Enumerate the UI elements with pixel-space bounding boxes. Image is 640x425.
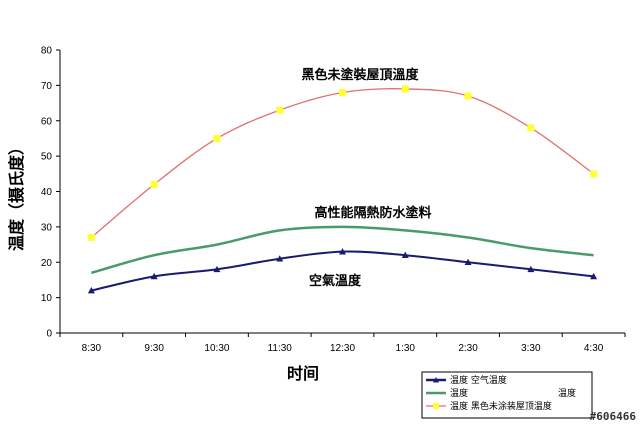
point-air [339,248,346,255]
point-roof [276,106,284,114]
point-roof [464,92,472,100]
point-roof [527,124,535,132]
point-roof [213,134,221,142]
series-line-coating [91,225,594,275]
x-tick-label: 4:30 [584,343,604,354]
point-air [87,287,95,294]
x-tick-label: 1:30 [396,343,416,354]
point-air [590,272,598,280]
point-roof [590,170,598,178]
legend-label-roof: 温度 黑色未涂装屋顶温度 [450,400,552,412]
annotation-air: 空氣溫度 [309,273,362,289]
legend-marker-roof [433,403,439,409]
x-axis-title: 时间 [287,364,319,383]
x-tick-label: 10:30 [204,343,229,354]
point-air [401,251,409,258]
y-axis-title: 温度（摄氏度） [7,139,26,252]
legend-box [421,371,593,419]
y-tick-label: 80 [41,46,53,57]
watermark: #606466 [590,410,637,423]
x-tick-label: 8:30 [82,343,102,354]
x-ticks: 8:30 9:30 10:30 11:30 12:30 1:30 2:30 3:30 4:30 [59,333,626,354]
x-tick-label: 11:30 [268,343,293,354]
y-tick-label: 50 [41,152,53,163]
x-tick-label: 2:30 [458,343,478,354]
legend-marker-air [433,377,439,383]
series-line-roof [90,88,594,238]
series-air [87,248,598,294]
series-lines [87,85,598,294]
legend-label-air: 温度 空气温度 [450,374,507,386]
point-air [213,265,221,273]
annotation-coating: 高性能隔熱防水塗料 [314,205,431,221]
legend-item-air: 温度 空气温度 [426,374,507,386]
point-roof [87,233,95,241]
point-roof [150,180,158,188]
annotation-roof: 黑色未塗裝屋頂溫度 [301,67,419,83]
point-roof [339,88,346,96]
legend-label-coating: 温度 温度 [450,387,576,399]
y-tick-label: 10 [41,293,53,304]
point-air [464,258,472,266]
y-tick-label: 0 [46,329,52,340]
x-tick-label: 12:30 [330,343,355,354]
x-tick-label: 9:30 [144,343,164,354]
point-roof [401,85,409,93]
point-air [150,272,158,280]
point-air [276,255,284,262]
y-tick-label: 30 [41,222,53,233]
series-coating [91,225,594,275]
y-tick-label: 70 [41,81,53,92]
series-annotations: 黑色未塗裝屋頂溫度 高性能隔熱防水塗料 空氣溫度 [301,67,431,289]
point-air [527,265,535,273]
x-tick-label: 3:30 [521,343,541,354]
legend-item-coating: 温度 温度 [426,387,576,399]
y-tick-label: 60 [41,116,53,127]
y-tick-label: 20 [41,258,53,269]
y-tick-label: 40 [41,187,53,198]
y-ticks: 0 10 20 30 40 50 60 70 80 [41,46,60,340]
legend-item-roof: 温度 黑色未涂装屋顶温度 [426,400,552,412]
series-roof [87,85,598,241]
